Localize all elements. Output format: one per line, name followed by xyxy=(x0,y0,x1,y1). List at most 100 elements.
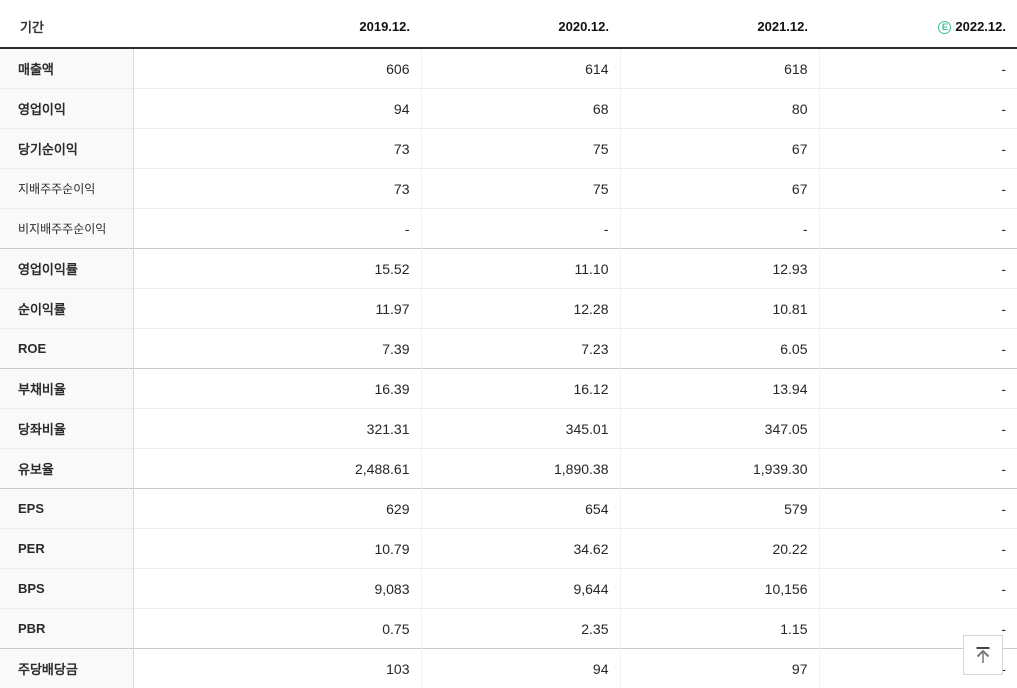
cell-value: 80 xyxy=(620,89,819,129)
cell-value: 11.10 xyxy=(421,249,620,289)
cell-value: - xyxy=(819,329,1017,369)
cell-value: 97 xyxy=(620,649,819,688)
row-label: 당기순이익 xyxy=(0,129,133,169)
row-label: 매출액 xyxy=(0,48,133,89)
cell-value: 321.31 xyxy=(133,409,421,449)
row-label: 부채비율 xyxy=(0,369,133,409)
cell-value: - xyxy=(819,129,1017,169)
cell-value: 2,488.61 xyxy=(133,449,421,489)
cell-value: 345.01 xyxy=(421,409,620,449)
cell-value: 1.15 xyxy=(620,609,819,649)
cell-value: 94 xyxy=(133,89,421,129)
cell-value: 7.39 xyxy=(133,329,421,369)
cell-value: 9,644 xyxy=(421,569,620,609)
cell-value: 12.28 xyxy=(421,289,620,329)
table-row: 비지배주주순이익---- xyxy=(0,209,1017,249)
cell-value: 2.35 xyxy=(421,609,620,649)
cell-value: 75 xyxy=(421,129,620,169)
cell-value: 0.75 xyxy=(133,609,421,649)
cell-value: - xyxy=(819,369,1017,409)
cell-value: 75 xyxy=(421,169,620,209)
cell-value: 16.39 xyxy=(133,369,421,409)
cell-value: 15.52 xyxy=(133,249,421,289)
column-header-2022-12-label: 2022.12. xyxy=(955,19,1006,34)
cell-value: 1,939.30 xyxy=(620,449,819,489)
cell-value: 1,890.38 xyxy=(421,449,620,489)
cell-value: 618 xyxy=(620,48,819,89)
header-row: 기간 2019.12. 2020.12. 2021.12. E 2022.12. xyxy=(0,0,1017,48)
cell-value: - xyxy=(421,209,620,249)
row-label: 당좌비율 xyxy=(0,409,133,449)
cell-value: 614 xyxy=(421,48,620,89)
arrow-to-top-icon xyxy=(972,644,994,666)
row-label: ROE xyxy=(0,329,133,369)
estimate-icon: E xyxy=(938,21,951,34)
cell-value: 94 xyxy=(421,649,620,688)
cell-value: 9,083 xyxy=(133,569,421,609)
cell-value: 606 xyxy=(133,48,421,89)
cell-value: 629 xyxy=(133,489,421,529)
column-header-2020-12: 2020.12. xyxy=(421,0,620,48)
row-label: 영업이익 xyxy=(0,89,133,129)
column-header-2019-12: 2019.12. xyxy=(133,0,421,48)
cell-value: 73 xyxy=(133,169,421,209)
cell-value: 6.05 xyxy=(620,329,819,369)
cell-value: 11.97 xyxy=(133,289,421,329)
cell-value: 347.05 xyxy=(620,409,819,449)
cell-value: - xyxy=(819,529,1017,569)
cell-value: 103 xyxy=(133,649,421,688)
cell-value: 16.12 xyxy=(421,369,620,409)
cell-value: 10.81 xyxy=(620,289,819,329)
cell-value: 13.94 xyxy=(620,369,819,409)
cell-value: - xyxy=(819,489,1017,529)
cell-value: 73 xyxy=(133,129,421,169)
row-label: BPS xyxy=(0,569,133,609)
row-label: 주당배당금 xyxy=(0,649,133,688)
cell-value: 7.23 xyxy=(421,329,620,369)
cell-value: - xyxy=(819,289,1017,329)
cell-value: - xyxy=(620,209,819,249)
row-label: 영업이익률 xyxy=(0,249,133,289)
row-label: 비지배주주순이익 xyxy=(0,209,133,249)
cell-value: - xyxy=(819,209,1017,249)
column-header-2021-12: 2021.12. xyxy=(620,0,819,48)
cell-value: 67 xyxy=(620,169,819,209)
row-label: PER xyxy=(0,529,133,569)
cell-value: 10,156 xyxy=(620,569,819,609)
row-label: PBR xyxy=(0,609,133,649)
cell-value: 654 xyxy=(421,489,620,529)
cell-value: - xyxy=(819,409,1017,449)
cell-value: 12.93 xyxy=(620,249,819,289)
cell-value: - xyxy=(819,449,1017,489)
column-header-2022-12-estimate: E 2022.12. xyxy=(819,0,1017,48)
cell-value: - xyxy=(819,48,1017,89)
column-header-period: 기간 xyxy=(0,0,133,48)
cell-value: 579 xyxy=(620,489,819,529)
row-label: 유보율 xyxy=(0,449,133,489)
row-label: EPS xyxy=(0,489,133,529)
cell-value: - xyxy=(819,169,1017,209)
cell-value: - xyxy=(133,209,421,249)
row-label: 지배주주순이익 xyxy=(0,169,133,209)
cell-value: 67 xyxy=(620,129,819,169)
row-label: 순이익률 xyxy=(0,289,133,329)
cell-value: 10.79 xyxy=(133,529,421,569)
cell-value: 68 xyxy=(421,89,620,129)
cell-value: - xyxy=(819,249,1017,289)
scroll-to-top-button[interactable] xyxy=(963,635,1003,675)
